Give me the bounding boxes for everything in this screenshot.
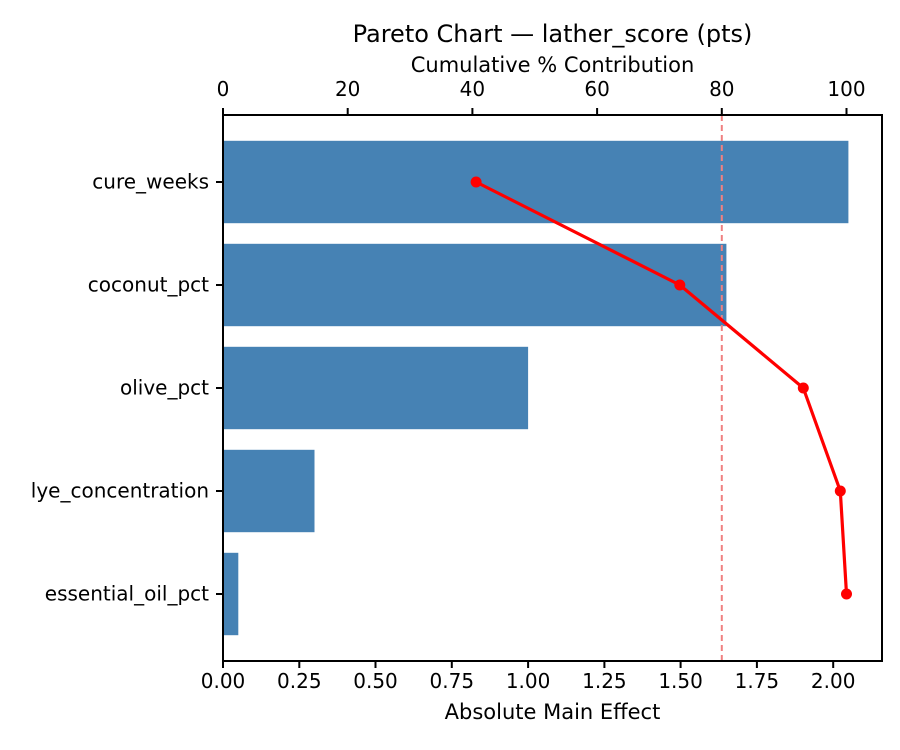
bar-coconut_pct bbox=[223, 243, 727, 327]
cumulative-marker bbox=[834, 485, 846, 497]
bottom-tick-label: 0.25 bbox=[277, 669, 322, 693]
bar-lye_concentration bbox=[223, 449, 315, 533]
bottom-tick-label: 1.50 bbox=[658, 669, 703, 693]
bottom-tick-label: 1.75 bbox=[734, 669, 780, 693]
cumulative-marker bbox=[841, 588, 852, 600]
top-tick-label: 100 bbox=[827, 77, 866, 101]
bottom-tick-label: 0.50 bbox=[353, 669, 398, 693]
bottom-tick-label: 0.75 bbox=[429, 669, 475, 693]
bottom-axis-label: Absolute Main Effect bbox=[444, 700, 661, 724]
cumulative-marker bbox=[797, 382, 809, 394]
category-label-essential_oil_pct: essential_oil_pct bbox=[44, 581, 209, 606]
category-label-cure_weeks: cure_weeks bbox=[92, 169, 209, 194]
top-tick-label: 80 bbox=[709, 77, 735, 101]
bar-olive_pct bbox=[223, 346, 529, 430]
category-label-lye_concentration: lye_concentration bbox=[30, 478, 209, 503]
cumulative-marker bbox=[674, 279, 686, 291]
bottom-tick-label: 1.25 bbox=[582, 669, 627, 693]
top-tick-label: 0 bbox=[216, 77, 230, 101]
top-axis-label: Cumulative % Contribution bbox=[410, 53, 695, 77]
chart-title: Pareto Chart — lather_score (pts) bbox=[352, 20, 753, 48]
top-tick-label: 60 bbox=[584, 77, 610, 101]
category-label-coconut_pct: coconut_pct bbox=[87, 272, 209, 297]
cumulative-marker bbox=[470, 176, 482, 188]
category-label-olive_pct: olive_pct bbox=[119, 375, 209, 400]
bar-cure_weeks bbox=[223, 140, 849, 224]
top-tick-label: 20 bbox=[334, 77, 361, 101]
bottom-tick-label: 0.00 bbox=[200, 669, 246, 693]
bottom-tick-label: 1.00 bbox=[505, 669, 551, 693]
bottom-tick-label: 2.00 bbox=[810, 669, 856, 693]
bar-essential_oil_pct bbox=[223, 552, 239, 636]
top-tick-label: 40 bbox=[459, 77, 486, 101]
